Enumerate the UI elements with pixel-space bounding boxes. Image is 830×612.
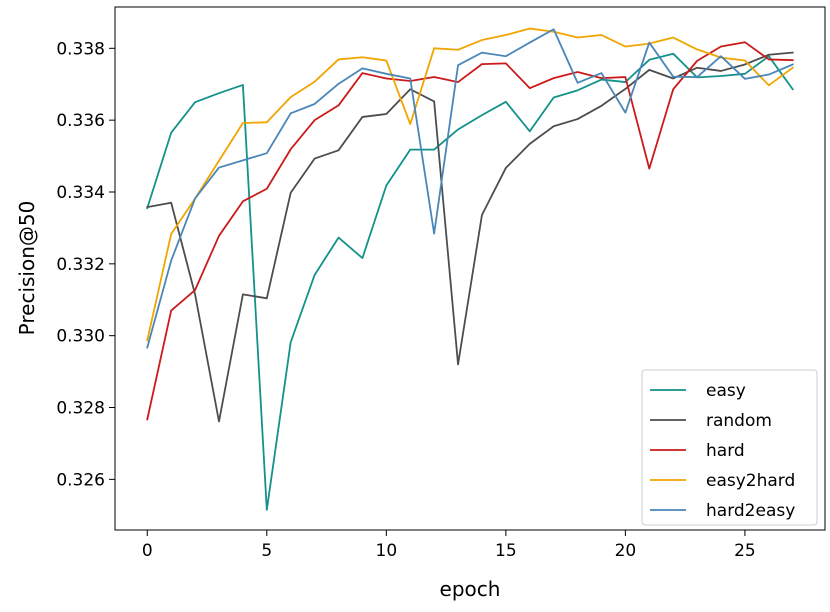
y-axis: 0.326 0.328 0.330 0.332 0.334 0.336 0.338 [56, 39, 115, 490]
series-line-easy2hard [146, 27, 794, 342]
legend-box [641, 369, 818, 526]
y-tick-label: 0.328 [56, 399, 105, 419]
y-tick-label: 0.330 [56, 327, 105, 347]
y-tick-label: 0.332 [56, 255, 105, 275]
series-line-easy [146, 52, 794, 511]
legend-label-hard2easy: hard2easy [706, 501, 795, 521]
x-tick-label: 5 [261, 541, 272, 561]
x-tick-label: 0 [142, 541, 153, 561]
series-line-hard [146, 41, 794, 421]
y-tick-label: 0.326 [56, 470, 105, 490]
legend-label-easy2hard: easy2hard [706, 471, 795, 491]
x-axis-label: epoch [440, 577, 501, 601]
x-axis: 0 5 10 15 20 25 [142, 530, 756, 561]
x-tick-label: 10 [376, 541, 398, 561]
legend-label-easy: easy [706, 381, 746, 401]
y-axis-label: Precision@50 [15, 201, 39, 336]
y-tick-label: 0.338 [56, 39, 105, 59]
legend-label-random: random [706, 411, 772, 431]
legend: easy random hard easy2hard hard2easy [641, 369, 818, 526]
series-line-hard2easy [146, 28, 794, 349]
legend-label-hard: hard [706, 441, 745, 461]
plot-frame [114, 6, 826, 531]
legend-entries: easy random hard easy2hard hard2easy [650, 381, 795, 521]
series-line-random [146, 51, 794, 423]
x-tick-label: 25 [734, 541, 756, 561]
x-tick-label: 20 [615, 541, 637, 561]
x-tick-label: 15 [495, 541, 517, 561]
y-tick-label: 0.336 [56, 111, 105, 131]
series-layer [146, 27, 794, 511]
y-tick-label: 0.334 [56, 183, 105, 203]
